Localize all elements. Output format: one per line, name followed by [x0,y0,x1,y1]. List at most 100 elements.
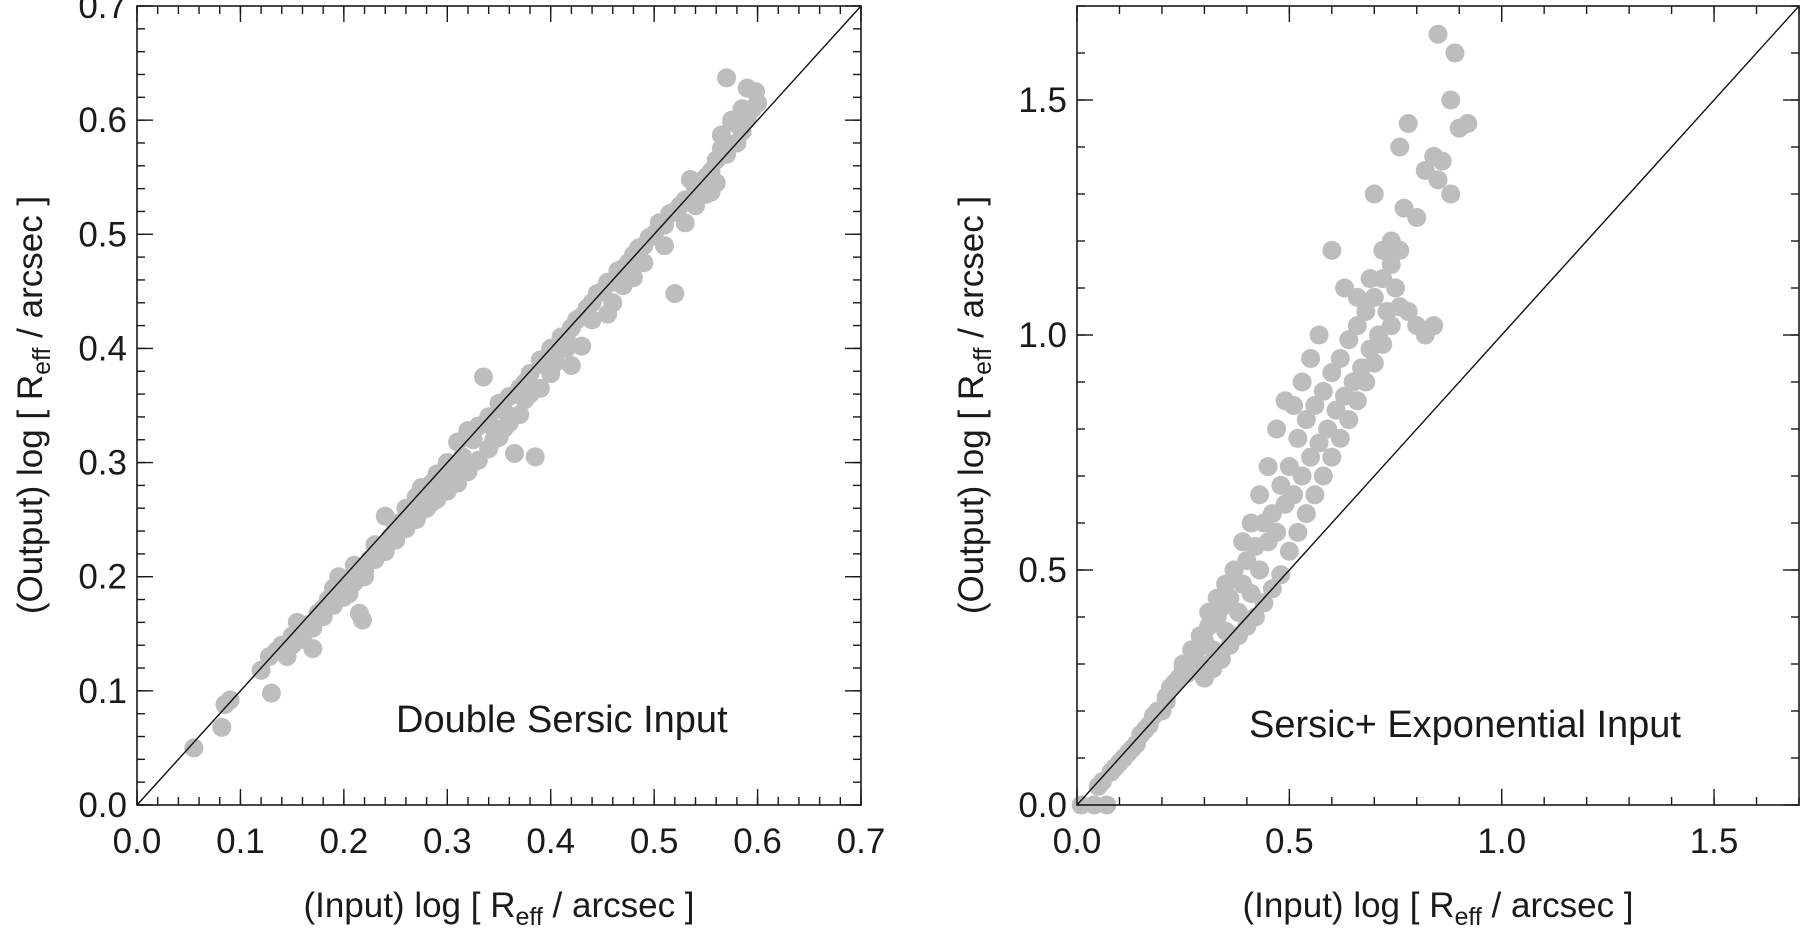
data-point [1360,269,1380,289]
data-point [352,610,372,630]
right-data-points [1071,24,1478,815]
data-point [1322,363,1342,383]
data-point [515,390,535,410]
x-tick-label: 1.0 [1477,822,1526,861]
left-y-tick-labels: 0.0 0.1 0.2 0.3 0.4 0.5 0.6 0.7 [78,0,127,825]
data-point [1398,114,1418,133]
x-tick-label: 0.5 [630,822,679,861]
right-scatter-panel: 0.0 0.5 1.0 1.5 0.0 0.5 1.0 1.5 (Input) log [ … [952,5,1800,931]
data-point [1407,208,1427,227]
left-y-axis-label: (Output) log [ Reff / arcsec ] [11,196,56,614]
data-point [1207,588,1227,608]
data-point [572,336,592,356]
data-point [1105,757,1125,777]
x-tick-label: 0.7 [837,822,886,861]
data-point [505,443,525,463]
data-point [1364,287,1384,307]
data-point [1173,659,1193,679]
left-data-points [184,68,768,758]
data-point [1330,349,1350,368]
y-tick-label: 1.5 [1018,81,1067,120]
data-point [1148,701,1168,721]
data-point [1322,240,1342,260]
data-point [1305,396,1325,415]
x-tick-label: 0.1 [216,822,265,861]
data-point [1335,278,1355,298]
data-point [1347,316,1367,336]
left-annotation: Double Sersic Input [396,699,728,741]
data-point [1190,626,1210,646]
data-point [1092,772,1112,791]
data-point [1275,391,1295,411]
data-point [1241,513,1261,533]
data-point [717,68,737,88]
data-point [1216,574,1236,594]
data-point [1199,602,1219,622]
y-tick-label: 1.0 [1018,316,1067,355]
data-point [711,125,731,145]
data-point [665,284,685,304]
data-point [525,447,545,467]
right-y-axis-label: (Output) log [ Reff / arcsec ] [952,196,997,614]
left-plot-frame [136,5,862,806]
data-point [1288,522,1308,542]
data-point [561,356,581,376]
data-point [1428,24,1448,44]
right-identity-line [1076,5,1800,806]
data-point [1309,433,1329,453]
data-point [1424,316,1444,336]
data-point [1322,447,1342,467]
data-point [1296,410,1316,430]
data-point [1428,170,1448,190]
data-point [1271,565,1291,585]
data-point [411,501,431,521]
data-point [277,647,297,667]
x-tick-label: 0.0 [113,822,162,861]
left-scatter-panel: 0.0 0.1 0.2 0.3 0.4 0.5 0.6 0.7 0.0 0.1 0.2 0.3 0.4… [11,0,885,931]
data-point [220,690,240,710]
data-point [484,430,504,450]
data-point [1267,419,1287,439]
data-point [1339,330,1359,350]
y-tick-label: 0.5 [78,215,127,254]
right-plot-frame [1076,5,1800,806]
data-point [453,458,473,478]
data-point [654,236,674,256]
data-point [1267,522,1287,542]
data-point [1313,381,1333,401]
data-point [1258,457,1278,477]
left-x-tick-labels: 0.0 0.1 0.2 0.3 0.4 0.5 0.6 0.7 [113,822,886,861]
data-point [212,717,232,737]
data-point [1364,353,1384,373]
data-point [556,338,576,358]
data-point [1309,325,1329,345]
data-point [732,99,752,119]
data-point [1432,151,1452,171]
y-tick-label: 0.1 [78,672,127,711]
data-point [520,364,540,384]
data-point [1284,485,1304,505]
data-point [1182,640,1202,660]
data-point [582,310,602,330]
y-tick-label: 0.0 [1018,786,1067,825]
right-x-axis-label: (Input) log [ Reff / arcsec ] [1242,886,1633,931]
y-tick-label: 0.5 [1018,551,1067,590]
data-point [1347,391,1367,411]
y-tick-label: 0.4 [78,329,127,368]
data-point [1390,297,1410,317]
x-tick-label: 0.4 [526,822,575,861]
data-point [613,276,633,296]
x-tick-label: 0.5 [1265,822,1314,861]
data-point [1301,447,1321,467]
data-point [675,213,695,233]
right-y-tick-labels: 0.0 0.5 1.0 1.5 [1018,81,1067,825]
data-point [1386,278,1406,298]
data-point [1373,240,1393,260]
data-point [1313,466,1333,486]
y-tick-label: 0.3 [78,444,127,483]
data-point [1445,43,1465,63]
data-point [1279,541,1299,561]
left-identity-line [136,5,862,806]
data-point [184,738,204,758]
